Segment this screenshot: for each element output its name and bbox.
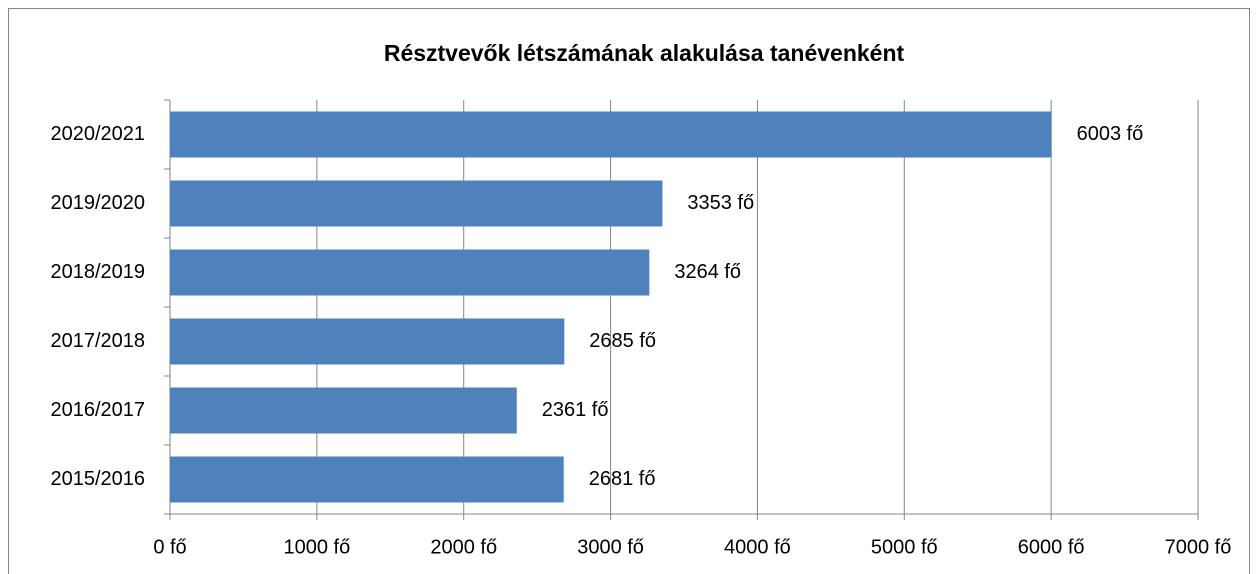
x-tick-label: 1000 fő xyxy=(283,536,350,558)
y-tick-label: 2015/2016 xyxy=(50,468,145,490)
data-label: 2681 fő xyxy=(589,468,656,490)
bar xyxy=(170,180,663,227)
x-tick-label: 5000 fő xyxy=(871,536,938,558)
x-tick-label: 6000 fő xyxy=(1018,536,1085,558)
y-tick-label: 2019/2020 xyxy=(50,192,145,214)
chart-title: Résztvevők létszámának alakulása tanéven… xyxy=(384,40,905,66)
data-label: 2685 fő xyxy=(589,330,656,352)
data-label: 3353 fő xyxy=(687,192,754,214)
data-label: 3264 fő xyxy=(674,261,741,283)
data-label: 2361 fő xyxy=(542,399,609,421)
y-tick-label: 2016/2017 xyxy=(50,399,145,421)
chart-frame xyxy=(8,8,1250,574)
bar xyxy=(170,456,564,503)
bar xyxy=(170,111,1052,158)
y-tick-label: 2018/2019 xyxy=(50,261,145,283)
data-label: 6003 fő xyxy=(1077,123,1144,145)
x-tick-label: 7000 fő xyxy=(1165,536,1232,558)
y-tick-label: 2020/2021 xyxy=(50,123,145,145)
bar xyxy=(170,387,517,434)
x-tick-label: 3000 fő xyxy=(577,536,644,558)
x-tick-label: 4000 fő xyxy=(724,536,791,558)
bar xyxy=(170,318,565,365)
x-tick-label: 2000 fő xyxy=(430,536,497,558)
bar xyxy=(170,249,650,296)
y-tick-label: 2017/2018 xyxy=(50,330,145,352)
x-tick-label: 0 fő xyxy=(153,536,186,558)
